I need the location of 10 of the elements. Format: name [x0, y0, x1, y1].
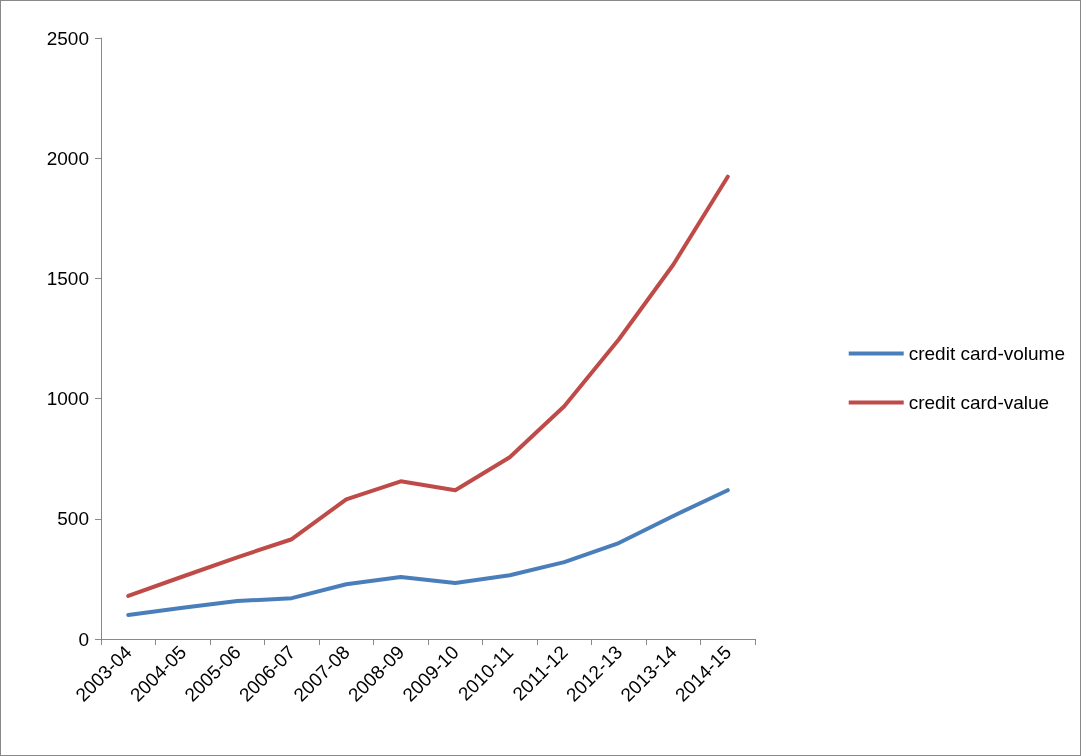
y-tick-label: 1500: [46, 267, 89, 289]
legend-label: credit card-volume: [908, 343, 1065, 364]
line-series: [126, 488, 730, 617]
y-tick-label: 0: [78, 628, 89, 650]
legend-label: credit card-value: [908, 392, 1050, 413]
y-tick-label: 1000: [46, 388, 89, 410]
y-tick-label: 500: [57, 508, 89, 530]
y-tick-label: 2000: [46, 147, 89, 169]
line-series: [126, 174, 730, 598]
y-tick-label: 2500: [46, 27, 89, 49]
